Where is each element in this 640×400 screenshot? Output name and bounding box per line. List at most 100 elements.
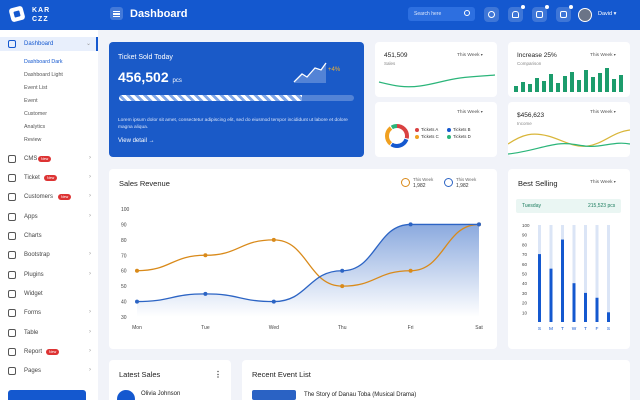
data-point[interactable]: [203, 253, 208, 258]
increase-period-dropdown[interactable]: This Week: [590, 52, 616, 58]
series-line: [136, 223, 479, 303]
grid-icon: [8, 40, 16, 48]
bar[interactable]: [549, 268, 553, 322]
data-point[interactable]: [203, 291, 208, 296]
chevron-right-icon: ›: [89, 174, 91, 180]
report-icon: [8, 348, 16, 356]
sidebar-item-label: Charts: [24, 232, 42, 239]
data-point[interactable]: [271, 237, 276, 242]
increase-bar-sparkline: [514, 68, 623, 92]
sidebar-item-ticket[interactable]: Ticket New ›: [0, 171, 98, 185]
data-point[interactable]: [135, 299, 139, 304]
top-bar: KAR CZZ Dashboard Search here David ▾: [0, 0, 640, 30]
bar[interactable]: [561, 239, 564, 322]
sidebar-item-table[interactable]: Table ›: [0, 326, 98, 340]
x-tick-label: F: [596, 326, 599, 332]
sales-revenue-title: Sales Revenue: [119, 179, 170, 188]
y-tick-label: 60: [121, 269, 127, 275]
menu-toggle-button[interactable]: [110, 7, 123, 20]
ticket-sold-card: Ticket Sold Today 456,502 pcs +4% Lorem …: [109, 42, 364, 157]
ticket-value: 456,502: [118, 69, 169, 85]
submenu-dashboard-dark[interactable]: Dashboard Dark: [24, 59, 63, 65]
sidebar-item-plugins[interactable]: Plugins ›: [0, 268, 98, 282]
sidebar-item-forms[interactable]: Forms ›: [0, 306, 98, 320]
apps-icon: [8, 213, 16, 221]
sidebar-item-bootstrap[interactable]: Bootstrap ›: [0, 248, 98, 262]
sidebar-item-report[interactable]: Report New ›: [0, 345, 98, 359]
ring-icon: [401, 178, 410, 187]
best-selling-period-dropdown[interactable]: This Week: [590, 179, 616, 185]
new-badge: New: [44, 175, 58, 181]
plugins-icon: [8, 271, 16, 279]
submenu-event[interactable]: Event: [24, 98, 38, 104]
spark-bar: [535, 78, 539, 92]
y-tick-label: 70: [121, 253, 127, 259]
ticket-icon: [8, 174, 16, 182]
ring-icon: [444, 178, 453, 187]
sales-period-dropdown[interactable]: This Week: [457, 52, 483, 58]
x-tick-label: Tue: [201, 325, 210, 331]
data-point[interactable]: [408, 268, 413, 273]
x-tick-label: W: [572, 326, 577, 332]
best-selling-highlight: Tuesday 215,523 pcs: [516, 199, 621, 213]
bar[interactable]: [595, 297, 599, 322]
bar[interactable]: [607, 312, 610, 322]
user-menu[interactable]: David ▾: [598, 11, 617, 17]
legend-label: Tickets C: [421, 134, 439, 139]
cms-icon: [8, 155, 16, 163]
sidebar-item-label: Forms: [24, 309, 41, 316]
recent-events-card: Recent Event List The Story of Danau Tob…: [242, 360, 630, 400]
spark-bar: [563, 76, 567, 92]
bar[interactable]: [572, 283, 576, 322]
legend-label: This Week: [413, 177, 434, 182]
submenu-customer[interactable]: Customer: [24, 111, 47, 117]
y-tick-label: 90: [522, 233, 528, 238]
view-detail-link[interactable]: View detail →: [118, 138, 155, 144]
user-icon: [117, 390, 135, 400]
customers-icon: [8, 193, 16, 201]
y-tick-label: 30: [522, 291, 528, 296]
increase-label: Comparison: [517, 61, 542, 66]
sidebar-item-widget[interactable]: Widget: [0, 287, 98, 301]
sidebar-item-cms[interactable]: CMS New ›: [0, 152, 98, 166]
gift-icon[interactable]: [556, 5, 573, 22]
income-sparkline: [508, 129, 630, 155]
sidebar-item-pages[interactable]: Pages ›: [0, 364, 98, 378]
search-input[interactable]: Search here: [408, 7, 475, 21]
chat-icon[interactable]: [532, 5, 549, 22]
ticket-unit: pcs: [172, 78, 182, 84]
data-point[interactable]: [271, 299, 276, 304]
ticket-progress-bar: [119, 95, 354, 101]
event-title[interactable]: The Story of Danau Toba (Musical Drama): [304, 392, 417, 398]
sales-card: 451,509 Sales This Week: [375, 42, 497, 97]
avatar[interactable]: [578, 8, 592, 22]
data-point[interactable]: [408, 222, 413, 227]
bell-icon[interactable]: [508, 5, 525, 22]
sidebar-promo[interactable]: [8, 390, 86, 400]
more-options-icon[interactable]: ⋮: [214, 370, 222, 379]
event-thumbnail[interactable]: [252, 390, 296, 400]
y-tick-label: 80: [522, 242, 528, 247]
data-point[interactable]: [340, 284, 345, 289]
tickets-period-dropdown[interactable]: This Week: [457, 109, 483, 115]
x-tick-label: Thu: [338, 325, 347, 331]
sidebar-item-apps[interactable]: Apps ›: [0, 210, 98, 224]
spark-bar: [619, 75, 623, 92]
income-period-dropdown[interactable]: This Week: [590, 109, 616, 115]
data-point[interactable]: [135, 268, 139, 273]
chevron-right-icon: ›: [89, 271, 91, 277]
submenu-review[interactable]: Review: [24, 137, 42, 143]
sidebar-item-customers[interactable]: Customers New ›: [0, 190, 98, 204]
bootstrap-icon: [8, 251, 16, 259]
moon-icon[interactable]: [484, 7, 499, 22]
sidebar-item-charts[interactable]: Charts: [0, 229, 98, 243]
submenu-dashboard-light[interactable]: Dashboard Light: [24, 72, 63, 78]
sidebar-item-dashboard[interactable]: Dashboard ⌄: [0, 37, 98, 51]
data-point[interactable]: [340, 268, 345, 273]
brand-logo[interactable]: KAR CZZ: [8, 4, 88, 26]
submenu-analytics[interactable]: Analytics: [24, 124, 46, 130]
bar[interactable]: [538, 254, 541, 322]
data-point[interactable]: [477, 222, 481, 227]
bar[interactable]: [584, 292, 587, 322]
submenu-event-list[interactable]: Event List: [24, 85, 48, 91]
